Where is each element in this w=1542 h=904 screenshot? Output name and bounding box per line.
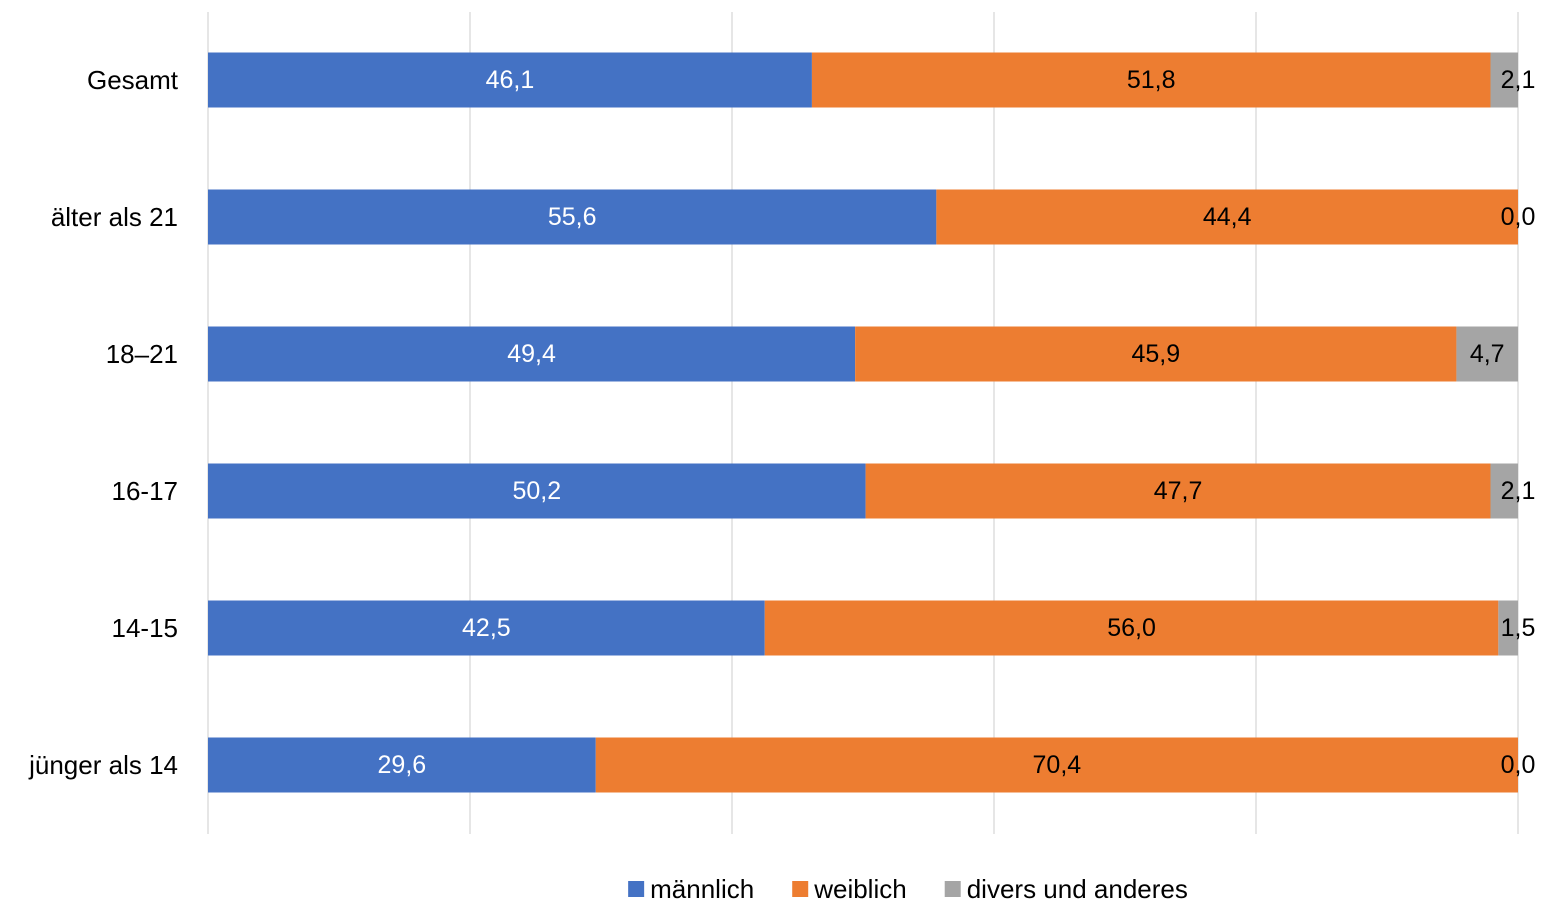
- data-label: 1,5: [1501, 614, 1536, 642]
- data-label: 50,2: [512, 477, 561, 505]
- data-label: 56,0: [1107, 614, 1156, 642]
- data-label: 45,9: [1131, 340, 1180, 368]
- data-label: 46,1: [486, 66, 535, 94]
- category-label: Gesamt: [87, 65, 179, 95]
- bar-segment: [595, 737, 1518, 793]
- category-labels: Gesamt älter als 21 18–21 16-17 14-15 jünger …: [28, 65, 179, 780]
- category-label: 18–21: [106, 339, 178, 369]
- data-label: 29,6: [378, 751, 427, 779]
- bar-segment: [1490, 52, 1518, 108]
- data-label: 55,6: [548, 203, 597, 231]
- bar-segment: [208, 189, 937, 245]
- bar-segment: [1456, 326, 1518, 382]
- legend-swatch: [628, 881, 645, 897]
- bar-segment: [764, 600, 1499, 656]
- data-label: 47,7: [1154, 477, 1203, 505]
- data-label: 0,0: [1501, 203, 1536, 231]
- category-label: 14-15: [112, 613, 179, 643]
- data-label: 42,5: [462, 614, 511, 642]
- data-labels: 46,1 51,8 2,1 55,6 44,4 0,0 49,4 45,9 4,7 50,2 47,…: [378, 66, 1536, 779]
- bar-segment: [936, 189, 1518, 245]
- data-label: 44,4: [1203, 203, 1252, 231]
- category-label: 16-17: [112, 476, 179, 506]
- bar-segment: [208, 326, 856, 382]
- data-label: 2,1: [1501, 66, 1536, 94]
- category-label: älter als 21: [51, 202, 178, 232]
- bar-segment: [208, 600, 765, 656]
- bar-segment: [208, 52, 812, 108]
- bar-segment: [855, 326, 1457, 382]
- legend: männlich weiblich divers und anderes: [628, 874, 1188, 904]
- legend-item: divers und anderes: [944, 874, 1188, 904]
- legend-label: männlich: [650, 874, 754, 904]
- legend-swatch: [944, 881, 961, 897]
- data-label: 2,1: [1501, 477, 1536, 505]
- data-label: 0,0: [1501, 751, 1536, 779]
- data-label: 4,7: [1470, 340, 1505, 368]
- bar-segment: [208, 463, 866, 519]
- legend-label: weiblich: [813, 874, 907, 904]
- bar-segment: [811, 52, 1491, 108]
- data-label: 49,4: [507, 340, 556, 368]
- bar-segment: [208, 737, 596, 793]
- legend-item: weiblich: [792, 874, 907, 904]
- category-label: jünger als 14: [28, 750, 178, 780]
- legend-item: männlich: [628, 874, 754, 904]
- bar-segment: [865, 463, 1491, 519]
- data-label: 51,8: [1127, 66, 1176, 94]
- legend-label: divers und anderes: [967, 874, 1188, 904]
- bar-segment: [1490, 463, 1518, 519]
- data-label: 70,4: [1033, 751, 1082, 779]
- gridlines: [207, 12, 1519, 834]
- legend-swatch: [792, 881, 809, 897]
- bars: [208, 52, 1518, 793]
- bar-segment: [1498, 600, 1518, 656]
